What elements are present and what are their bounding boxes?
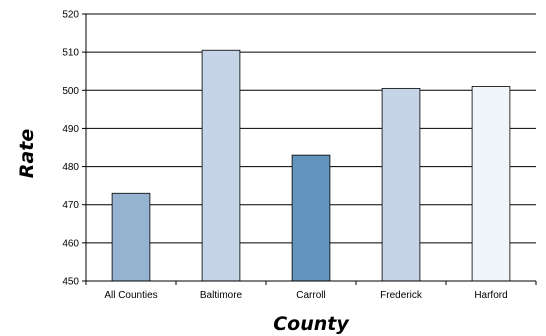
bar [381,87,421,282]
y-tick-labels: 450 460 470 480 490 500 510 520 [62,10,79,288]
x-axis-title: County [273,313,350,335]
axes [82,13,537,285]
bar [471,86,511,282]
x-tick-label: Carroll [296,290,325,301]
y-tick-label: 490 [62,124,79,135]
bar [111,192,151,282]
bar [201,49,241,282]
x-tick-label: Baltimore [200,290,243,301]
y-tick-label: 520 [62,10,79,21]
y-tick-label: 480 [62,162,79,173]
x-tick-label: Harford [474,290,507,301]
x-tick-label: Frederick [380,290,423,301]
bar [291,154,331,282]
bars [111,49,511,282]
y-tick-label: 460 [62,238,79,249]
x-tick-label: All Counties [104,290,157,301]
y-axis-title: Rate [16,129,38,179]
y-tick-label: 510 [62,48,79,59]
y-tick-label: 450 [62,277,79,288]
y-tick-label: 500 [62,86,79,97]
y-tick-label: 470 [62,200,79,211]
x-tick-labels: All Counties Baltimore Carroll Frederick Har… [104,290,507,301]
